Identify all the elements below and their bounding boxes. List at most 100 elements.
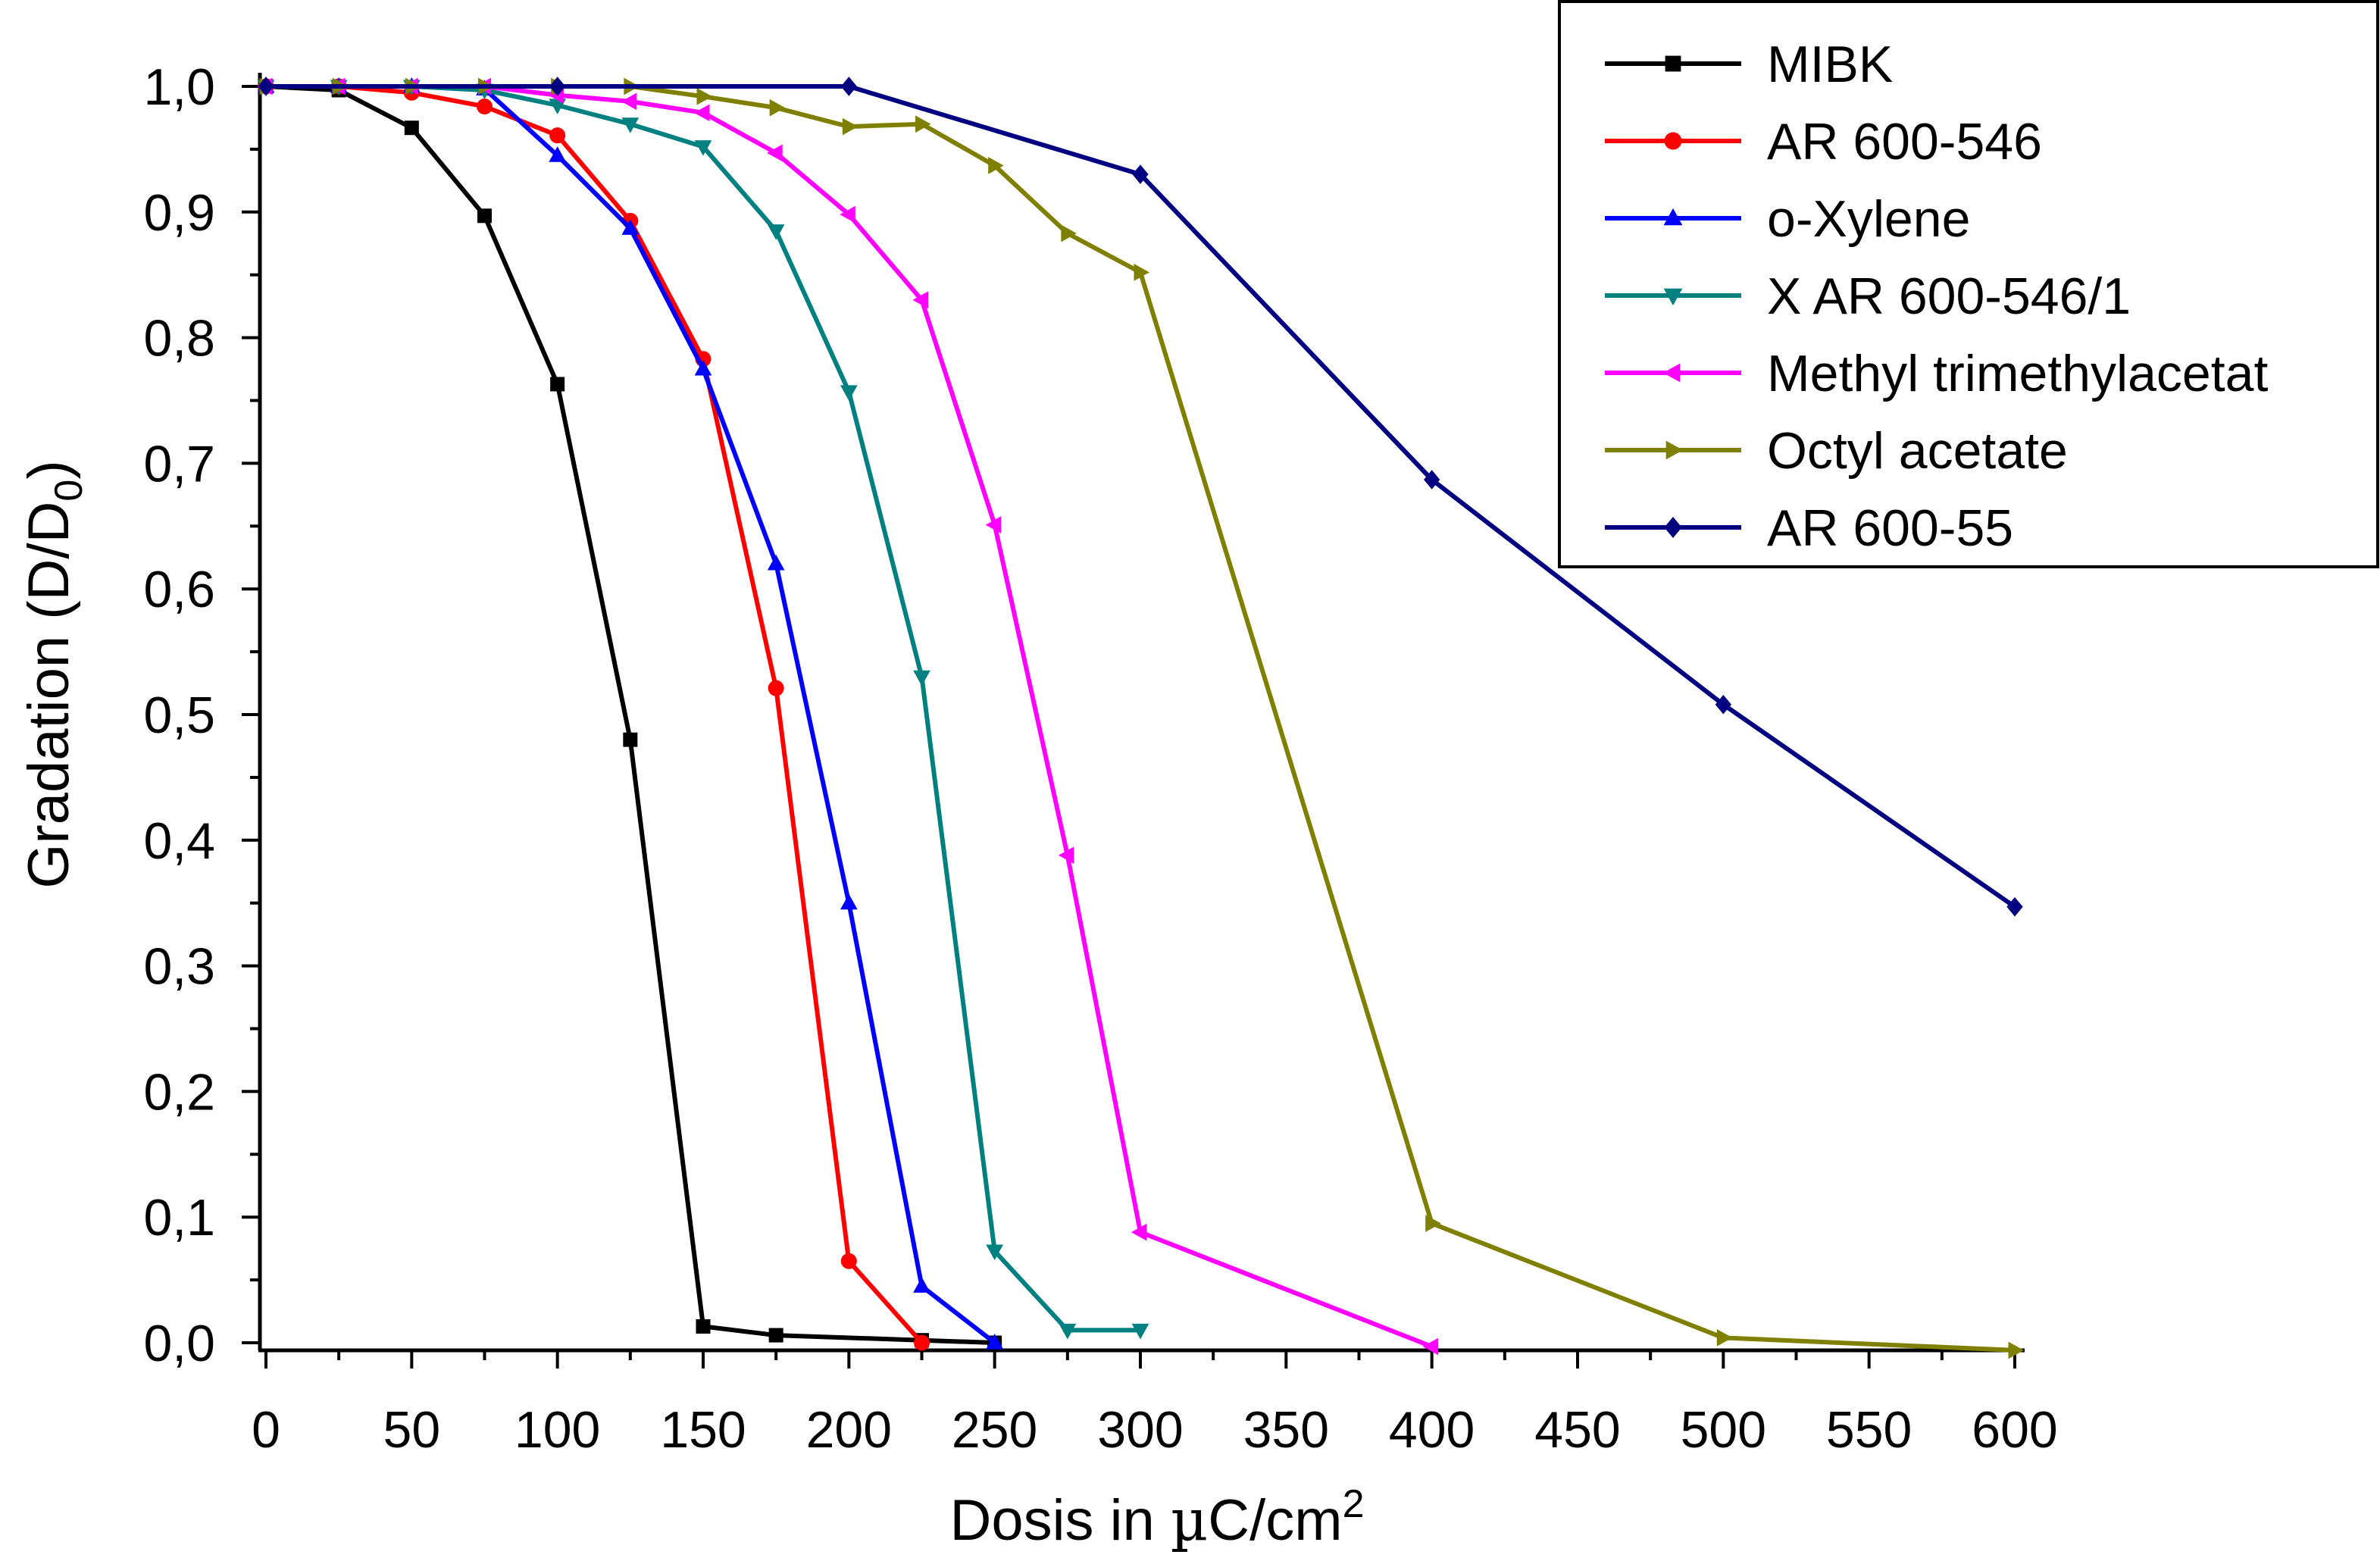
data-point: [693, 104, 710, 122]
series-2: [257, 77, 1004, 1350]
legend-item: Octyl acetate: [1605, 422, 2068, 480]
series-line: [266, 84, 996, 1345]
y-tick-label: 0,2: [143, 1063, 215, 1121]
data-point: [1425, 1215, 1441, 1232]
data-point: [915, 115, 931, 133]
y-tick-label: 0,6: [143, 561, 215, 618]
legend-item: MIBK: [1605, 36, 1893, 93]
data-point: [840, 385, 858, 401]
x-tick-label: 200: [806, 1401, 892, 1459]
data-point: [621, 117, 640, 133]
legend-box: [1558, 0, 2379, 568]
legend-label: X AR 600-546/1: [1767, 267, 2131, 325]
data-point: [477, 99, 493, 115]
data-point: [623, 732, 638, 747]
y-tick-label: 0,8: [143, 310, 215, 368]
x-ticks: 0 50 100 150 200 250 300 350 400 450 500 550 600: [252, 1350, 2058, 1459]
x-axis-title-mu: µ: [1171, 1486, 1208, 1553]
x-tick-label: 500: [1681, 1401, 1766, 1459]
data-point: [986, 1244, 1004, 1260]
x-axis-title-sup: 2: [1343, 1482, 1365, 1526]
data-point: [550, 377, 565, 392]
data-point: [768, 1328, 783, 1343]
data-point: [769, 99, 786, 117]
data-point: [840, 893, 858, 910]
data-point: [914, 1334, 930, 1351]
data-point: [1716, 1329, 1733, 1347]
legend-swatch-marker: [1662, 363, 1681, 383]
x-tick-label: 50: [383, 1401, 441, 1459]
data-point: [1131, 1223, 1147, 1241]
data-point: [404, 120, 419, 136]
data-point: [1422, 1337, 1439, 1356]
legend-label: Octyl acetate: [1767, 422, 2068, 480]
data-point: [842, 117, 858, 136]
data-point: [913, 1277, 930, 1293]
legend-item: AR 600-546: [1605, 113, 2042, 170]
y-axis-title-sub: 0: [47, 480, 91, 502]
legend-swatch-marker: [1663, 208, 1683, 226]
legend-label: AR 600-55: [1767, 499, 2013, 557]
legend-swatch-marker: [1665, 55, 1681, 72]
legend-item: Methyl trimethylacetat: [1605, 345, 2268, 402]
data-point: [1715, 694, 1731, 715]
data-point: [477, 208, 492, 224]
data-point: [986, 1333, 1004, 1350]
y-axis-title: Gradation (D/D0): [17, 460, 91, 888]
x-axis-title-unit: C/cm: [1208, 1488, 1342, 1553]
y-tick-label: 0,1: [143, 1189, 215, 1247]
legend-swatch-marker: [1664, 132, 1682, 150]
data-point: [696, 1319, 711, 1334]
data-point: [621, 219, 640, 235]
y-tick-label: 0,4: [143, 812, 215, 870]
data-point: [840, 1253, 857, 1269]
data-point: [985, 516, 1002, 533]
legend-label: MIBK: [1767, 36, 1893, 93]
data-point: [549, 77, 566, 96]
y-tick-label: 0,3: [143, 938, 215, 996]
series-layer: [256, 77, 2025, 1359]
y-axis-title-close: ): [17, 460, 81, 479]
x-tick-label: 0: [252, 1401, 280, 1459]
data-point: [1132, 164, 1149, 184]
x-tick-label: 250: [952, 1401, 1037, 1459]
legend-item: X AR 600-546/1: [1605, 267, 2131, 325]
legend-swatch-marker: [1663, 288, 1683, 306]
data-point: [1131, 1323, 1149, 1340]
x-tick-label: 150: [660, 1401, 746, 1459]
legend-swatch-marker: [1665, 440, 1684, 460]
legend-label: AR 600-546: [1767, 113, 2042, 170]
data-point: [694, 140, 712, 156]
x-axis-title-main: Dosis in: [949, 1488, 1170, 1553]
y-axis-title-main: Gradation (D/D: [17, 502, 81, 889]
data-point: [1061, 224, 1077, 242]
series-line: [266, 84, 1140, 1333]
data-point: [767, 224, 785, 240]
data-point: [1424, 470, 1440, 490]
legend-swatch-marker: [1664, 517, 1682, 538]
data-point: [913, 670, 930, 687]
legend-item: o-Xylene: [1605, 190, 1970, 248]
series-line: [266, 84, 924, 1344]
legend: MIBK AR 600-546 o-Xylene X AR 600-546/1 Meth…: [1558, 0, 2379, 568]
series-6: [258, 77, 2023, 917]
data-point: [840, 205, 855, 224]
y-ticks: 0,0 0,1 0,2 0,3 0,4 0,5 0,6 0,7 0,8 0,9 1,0: [143, 58, 260, 1372]
data-point: [1059, 1323, 1077, 1340]
legend-label: o-Xylene: [1767, 190, 1970, 248]
data-point: [767, 555, 785, 571]
y-tick-label: 1,0: [143, 58, 215, 116]
data-point: [621, 92, 637, 111]
series-line: [265, 84, 995, 1345]
x-tick-label: 600: [1972, 1401, 2057, 1459]
data-point: [694, 360, 712, 376]
data-point: [258, 77, 274, 96]
x-axis-title: Dosis in µC/cm2: [949, 1482, 1364, 1553]
x-tick-label: 300: [1097, 1401, 1183, 1459]
data-point: [696, 87, 713, 105]
x-tick-label: 100: [514, 1401, 600, 1459]
y-tick-label: 0,7: [143, 435, 215, 493]
data-point: [1058, 846, 1074, 865]
data-point: [840, 77, 857, 96]
